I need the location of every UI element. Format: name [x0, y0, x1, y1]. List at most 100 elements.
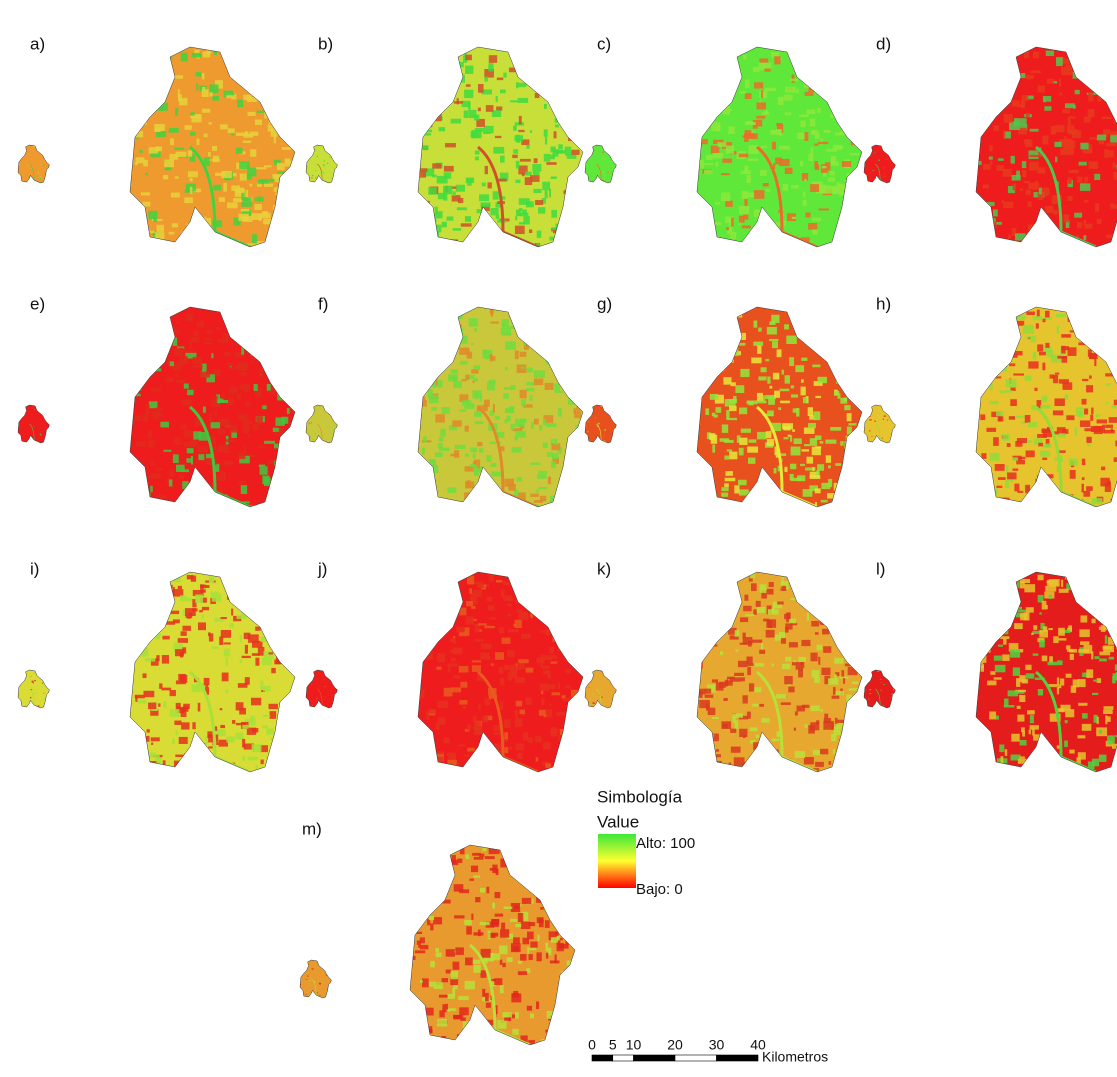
map-patch [313, 431, 314, 432]
map-patch [730, 399, 737, 403]
map-patch [479, 854, 484, 857]
map-patch [835, 344, 838, 352]
map-patch [743, 606, 751, 611]
map-patch [1011, 734, 1020, 742]
map-patch [429, 573, 438, 582]
map-patch [534, 379, 543, 386]
map-patch [261, 318, 266, 326]
map-patch [757, 488, 759, 497]
map-patch [40, 434, 42, 436]
map-patch [811, 130, 818, 135]
map-patch [774, 56, 780, 64]
map-patch [549, 851, 554, 853]
panel-label: f) [318, 294, 328, 313]
map-patch [1019, 128, 1027, 135]
map-patch [821, 709, 823, 713]
map-patch [571, 150, 579, 155]
map-patch [549, 703, 551, 705]
map-patch [309, 153, 310, 154]
map-patch [282, 769, 286, 775]
map-patch [509, 311, 514, 319]
map-patch [853, 597, 860, 602]
map-patch [270, 711, 277, 719]
map-patch [243, 95, 252, 100]
map-patch [716, 768, 718, 775]
map-patch [543, 670, 549, 674]
map-patch [471, 491, 475, 495]
map-patch [983, 308, 994, 312]
map-patch [519, 208, 522, 211]
map-area [864, 145, 895, 183]
map-patch [200, 234, 203, 237]
map-patch [785, 375, 790, 383]
map-patch [274, 444, 284, 449]
map-patch [1099, 755, 1107, 762]
map-patch [850, 475, 860, 478]
map-patch [722, 159, 732, 163]
map-patch [431, 90, 434, 96]
map-patch [1022, 170, 1026, 177]
map-patch [424, 1038, 429, 1041]
map-patch [993, 437, 999, 446]
map-patch [454, 915, 464, 918]
map-patch [181, 53, 188, 62]
map-patch [44, 153, 45, 154]
map-patch [552, 692, 561, 695]
map-patch [858, 477, 866, 484]
map-patch [467, 772, 469, 779]
map-patch [1096, 414, 1100, 417]
map-patch [474, 115, 479, 121]
map-patch [568, 186, 575, 194]
map-patch [510, 385, 515, 390]
map-patch [237, 362, 247, 370]
map [976, 307, 1117, 512]
map-area [864, 670, 895, 708]
map-patch [828, 177, 835, 181]
map-patch [708, 585, 719, 590]
map-patch [476, 581, 483, 588]
map-patch [251, 698, 261, 706]
map-patch [243, 421, 253, 425]
map-patch [1047, 662, 1057, 665]
map-patch [748, 159, 759, 161]
map-patch [513, 149, 518, 154]
map-patch [276, 211, 284, 220]
map-patch [425, 597, 435, 604]
map-patch [785, 168, 793, 174]
map-patch [848, 575, 851, 580]
map-patch [439, 995, 448, 998]
map-patch [525, 172, 532, 176]
map-patch [739, 408, 747, 415]
map-patch [546, 709, 552, 718]
panel-label: l) [876, 559, 885, 578]
map-patch [1101, 593, 1107, 601]
map-patch [155, 467, 162, 471]
map-patch [42, 686, 43, 687]
map-patch [819, 208, 829, 210]
map-patch [544, 62, 550, 65]
map-patch [545, 943, 548, 951]
map-patch [421, 481, 424, 489]
map-patch [162, 655, 169, 664]
map-patch [443, 604, 446, 608]
map-patch [1082, 724, 1092, 731]
map-patch [729, 452, 737, 460]
map-patch [741, 429, 751, 433]
map-patch [883, 147, 884, 148]
map-patch [220, 472, 226, 478]
map-patch [1068, 148, 1074, 154]
map-patch [1036, 323, 1039, 328]
map-patch [519, 710, 525, 715]
map-patch [697, 476, 699, 484]
map-patch [601, 697, 603, 698]
map-patch [870, 689, 872, 690]
map-patch [734, 586, 736, 592]
map-patch [869, 693, 871, 694]
map-patch [749, 245, 757, 253]
map-patch [987, 681, 996, 686]
map-patch [1082, 477, 1085, 480]
map-patch [141, 192, 150, 195]
map-patch [164, 159, 174, 167]
map-patch [237, 615, 247, 619]
map-patch [514, 135, 523, 141]
